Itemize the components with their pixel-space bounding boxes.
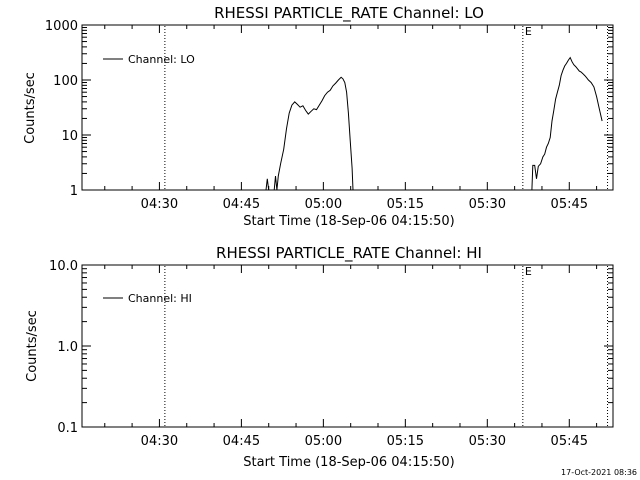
event-markers: E <box>164 25 609 189</box>
x-tick-label: 05:15 <box>387 197 424 212</box>
x-tick-label: 05:30 <box>469 197 506 212</box>
axis-ticks: 04:30 04:45 05:00 05:15 05:30 05:45 1 10 100 1000 <box>45 19 613 212</box>
plot-frame <box>81 264 614 428</box>
series-layer <box>265 56 603 191</box>
event-marker-label: E <box>525 25 532 38</box>
x-axis-label: Start Time (18-Sep-06 04:15:50) <box>243 455 454 470</box>
x-tick-label: 05:15 <box>387 434 424 449</box>
lo-channel-panel: RHESSI PARTICLE_RATE Channel: LO 04:30 04… <box>23 4 614 229</box>
y-tick-label: 10 <box>61 129 78 144</box>
event-marker-label: E <box>525 265 532 278</box>
x-tick-label: 05:30 <box>469 434 506 449</box>
series-line <box>531 56 603 191</box>
x-tick-label: 04:30 <box>141 434 178 449</box>
y-axis-label: Counts/sec <box>23 72 38 144</box>
y-tick-label: 10.0 <box>49 259 78 274</box>
series-line <box>265 76 354 191</box>
y-tick-label: 1 <box>70 184 78 199</box>
x-tick-label: 04:45 <box>223 197 260 212</box>
x-tick-label: 05:45 <box>551 434 588 449</box>
timestamp: 17-Oct-2021 08:36 <box>561 468 637 477</box>
legend: Channel: HI <box>103 292 192 305</box>
x-tick-label: 05:45 <box>551 197 588 212</box>
plot-frame <box>81 24 614 191</box>
event-markers: E <box>164 265 609 426</box>
legend-label: Channel: LO <box>128 53 195 66</box>
legend: Channel: LO <box>103 53 195 66</box>
legend-label: Channel: HI <box>128 292 192 305</box>
chart-title: RHESSI PARTICLE_RATE Channel: HI <box>216 244 482 263</box>
x-tick-label: 04:45 <box>223 434 260 449</box>
axis-ticks: 04:30 04:45 05:00 05:15 05:30 05:45 0.1 1.0 10.0 <box>49 259 613 449</box>
y-axis-label: Counts/sec <box>25 310 40 382</box>
y-tick-label: 1000 <box>45 19 78 34</box>
y-tick-label: 100 <box>53 74 78 89</box>
x-tick-label: 04:30 <box>141 197 178 212</box>
chart-title: RHESSI PARTICLE_RATE Channel: LO <box>214 4 484 23</box>
x-tick-label: 05:00 <box>305 434 342 449</box>
hi-channel-panel: RHESSI PARTICLE_RATE Channel: HI 04:30 04… <box>25 244 614 470</box>
x-tick-label: 05:00 <box>305 197 342 212</box>
x-axis-label: Start Time (18-Sep-06 04:15:50) <box>243 214 454 229</box>
y-tick-label: 0.1 <box>57 421 78 436</box>
y-tick-label: 1.0 <box>57 340 78 355</box>
